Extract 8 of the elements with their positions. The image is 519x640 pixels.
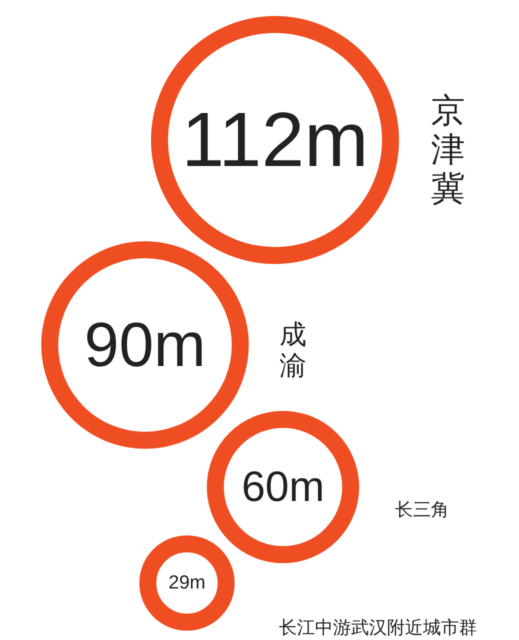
category-label: 长江中游武汉附近城市群	[279, 618, 477, 638]
data-label: 29m	[168, 572, 206, 594]
data-label: 112m	[182, 97, 368, 183]
category-label: 成渝	[280, 318, 306, 382]
category-label: 长三角	[395, 500, 449, 520]
data-label: 90m	[84, 310, 206, 380]
data-label: 60m	[242, 463, 324, 511]
category-label: 京津冀	[431, 90, 465, 210]
